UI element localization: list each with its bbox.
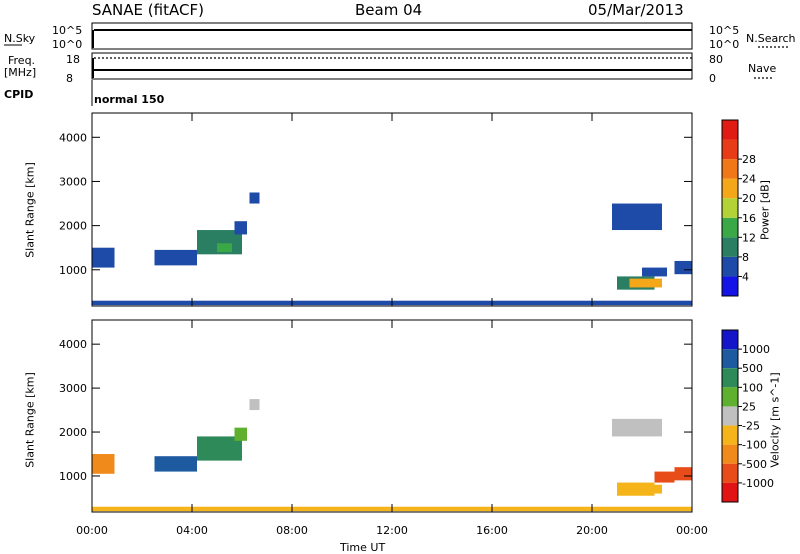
velocity-colorbar-segment bbox=[722, 425, 738, 445]
velocity-cell bbox=[654, 471, 675, 483]
power-colorbar-segment bbox=[722, 198, 738, 218]
power-colorbar-segment bbox=[722, 139, 738, 160]
power-colorbar-tick-label: 20 bbox=[742, 192, 756, 205]
velocity-cell bbox=[629, 484, 662, 494]
power-ytick-label: 2000 bbox=[59, 220, 87, 233]
power-cell bbox=[154, 249, 197, 266]
nsearch-tick-bottom: 10^0 bbox=[709, 38, 740, 51]
velocity-colorbar-tick-label: -500 bbox=[742, 458, 767, 471]
power-colorbar-tick-label: 28 bbox=[742, 153, 756, 166]
x-tick-label: 00:00 bbox=[676, 524, 708, 537]
velocity-colorbar-segment bbox=[722, 463, 738, 483]
velocity-colorbar-label: Velocity [m s^-1] bbox=[768, 372, 782, 468]
power-colorbar-tick-label: 16 bbox=[742, 212, 756, 225]
cpid-mode: normal 150 bbox=[94, 93, 165, 106]
velocity-colorbar-tick-label: -100 bbox=[742, 439, 767, 452]
velocity-ytick-label: 3000 bbox=[59, 382, 87, 395]
freq-tick-bottom: 8 bbox=[66, 72, 73, 85]
freq-strip-frame bbox=[91, 52, 693, 80]
power-heatmap bbox=[92, 192, 692, 306]
velocity-colorbar-tick-label: 1000 bbox=[742, 343, 770, 356]
power-y-axis-label: Slant Range [km] bbox=[23, 162, 37, 258]
power-cell bbox=[92, 247, 115, 268]
x-tick-label: 16:00 bbox=[476, 524, 508, 537]
velocity-colorbar-tick-label: -1000 bbox=[742, 477, 774, 490]
nsky-tick-top: 10^5 bbox=[52, 24, 83, 37]
power-colorbar-frame bbox=[721, 119, 739, 297]
nave-label: Nave bbox=[748, 62, 777, 75]
velocity-cell bbox=[249, 399, 260, 411]
velocity-cell bbox=[234, 427, 247, 441]
power-colorbar-label: Power [dB] bbox=[758, 180, 772, 240]
power-colorbar-tick-label: 24 bbox=[742, 173, 756, 186]
x-tick-label: 00:00 bbox=[76, 524, 108, 537]
date-title: 05/Mar/2013 bbox=[588, 1, 684, 19]
velocity-frame bbox=[91, 319, 693, 513]
nave-tick-top: 80 bbox=[709, 53, 723, 66]
nsearch-tick-top: 10^5 bbox=[709, 24, 740, 37]
power-colorbar-segment bbox=[722, 237, 738, 257]
power-cell bbox=[629, 278, 662, 288]
freq-unit-label: [MHz] bbox=[4, 66, 37, 79]
power-colorbar-segment bbox=[722, 159, 738, 179]
power-cell bbox=[249, 192, 260, 204]
velocity-colorbar-segment bbox=[722, 349, 738, 369]
power-cell bbox=[612, 203, 662, 231]
x-tick-label: 08:00 bbox=[276, 524, 308, 537]
power-cell bbox=[234, 221, 247, 235]
velocity-heatmap bbox=[92, 399, 692, 512]
power-colorbar-segment bbox=[722, 256, 738, 277]
velocity-colorbar-segment bbox=[722, 444, 738, 464]
velocity-colorbar-segment bbox=[722, 406, 738, 426]
cpid-label: CPID bbox=[4, 88, 34, 101]
nsky-label: N.Sky bbox=[4, 32, 36, 45]
velocity-colorbar-tick-label: 25 bbox=[742, 400, 756, 413]
velocity-ytick-label: 1000 bbox=[59, 470, 87, 483]
power-colorbar-segment bbox=[722, 276, 738, 296]
velocity-cell bbox=[92, 454, 115, 474]
x-tick-label: 04:00 bbox=[176, 524, 208, 537]
power-colorbar-segment bbox=[722, 178, 738, 199]
velocity-colorbar-segment bbox=[722, 368, 738, 388]
velocity-colorbar-tick-label: 100 bbox=[742, 381, 763, 394]
velocity-colorbar-frame bbox=[721, 329, 739, 503]
velocity-colorbar-segment bbox=[722, 387, 738, 407]
velocity-cell bbox=[154, 456, 197, 472]
velocity-cell bbox=[612, 418, 662, 437]
power-frame bbox=[91, 112, 693, 307]
velocity-cell bbox=[674, 467, 692, 481]
freq-label: Freq. bbox=[8, 54, 36, 67]
freq-tick-top: 18 bbox=[66, 53, 80, 66]
velocity-ytick-label: 2000 bbox=[59, 426, 87, 439]
x-tick-label: 20:00 bbox=[576, 524, 608, 537]
nsearch-label: N.Search bbox=[746, 32, 796, 45]
velocity-colorbar-tick-label: 500 bbox=[742, 362, 763, 375]
power-colorbar-segment bbox=[722, 217, 738, 238]
velocity-y-axis-label: Slant Range [km] bbox=[23, 372, 37, 468]
power-ytick-label: 1000 bbox=[59, 264, 87, 277]
power-colorbar-segment bbox=[722, 120, 738, 140]
nsky-strip-frame bbox=[91, 22, 693, 50]
beam-title: Beam 04 bbox=[355, 1, 423, 19]
nave-tick-bottom: 0 bbox=[709, 72, 716, 85]
power-cell bbox=[217, 243, 232, 253]
velocity-ytick-label: 4000 bbox=[59, 338, 87, 351]
velocity-colorbar-segment bbox=[722, 330, 738, 350]
power-colorbar-tick-label: 12 bbox=[742, 231, 756, 244]
x-axis-label: Time UT bbox=[340, 541, 386, 554]
power-cell bbox=[642, 267, 667, 277]
power-colorbar-tick-label: 8 bbox=[742, 251, 749, 264]
station-title: SANAE (fitACF) bbox=[92, 1, 204, 19]
x-tick-label: 12:00 bbox=[376, 524, 408, 537]
power-ytick-label: 4000 bbox=[59, 131, 87, 144]
velocity-colorbar-segment bbox=[722, 482, 738, 502]
velocity-colorbar-tick-label: -25 bbox=[742, 420, 760, 433]
power-colorbar-tick-label: 4 bbox=[742, 270, 749, 283]
power-cell bbox=[674, 260, 692, 275]
nsky-tick-bottom: 10^0 bbox=[52, 38, 83, 51]
power-ytick-label: 3000 bbox=[59, 175, 87, 188]
